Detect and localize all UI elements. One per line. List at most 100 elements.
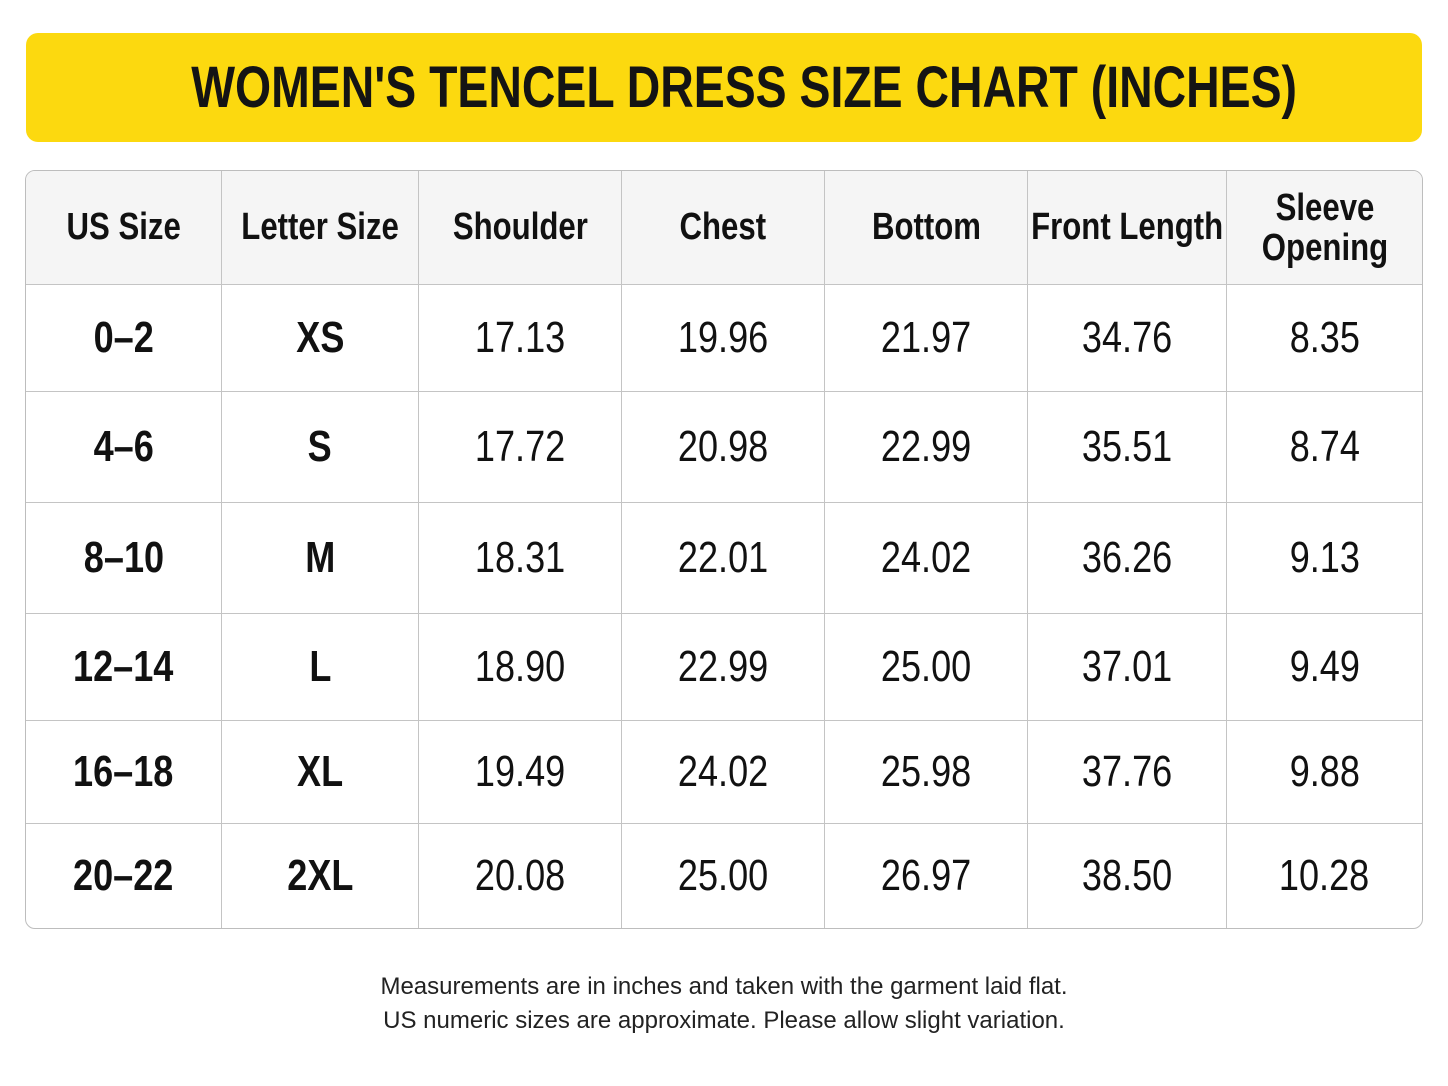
measurement: 37.76 bbox=[1081, 747, 1173, 796]
title-banner: WOMEN'S TENCEL DRESS SIZE CHART (INCHES) bbox=[26, 33, 1422, 142]
footnote: Measurements are in inches and taken wit… bbox=[0, 970, 1448, 1038]
table-cell: 20.98 bbox=[622, 392, 825, 503]
column-header: Chest bbox=[679, 206, 767, 248]
table-cell: Shoulder bbox=[419, 171, 622, 285]
table-cell: 37.76 bbox=[1028, 721, 1227, 824]
measurement: 21.97 bbox=[880, 313, 972, 362]
table-cell: Front Length bbox=[1028, 171, 1227, 285]
measurement: 9.49 bbox=[1289, 642, 1360, 691]
measurement: 9.13 bbox=[1289, 533, 1360, 582]
table-cell: Sleeve Opening bbox=[1227, 171, 1422, 285]
size-label: M bbox=[304, 533, 336, 582]
table-cell: US Size bbox=[26, 171, 222, 285]
size-label: XS bbox=[295, 313, 345, 362]
table-cell: 24.02 bbox=[622, 721, 825, 824]
column-header: Shoulder bbox=[452, 206, 588, 248]
column-header: Sleeve Opening bbox=[1261, 186, 1388, 269]
table-cell: Letter Size bbox=[222, 171, 419, 285]
table-cell: XS bbox=[222, 285, 419, 392]
size-label: 2XL bbox=[286, 851, 354, 900]
table-cell: 19.96 bbox=[622, 285, 825, 392]
size-label: 0–2 bbox=[93, 313, 154, 362]
measurement: 22.01 bbox=[677, 533, 769, 582]
table-cell: 18.90 bbox=[419, 614, 622, 721]
size-label: L bbox=[308, 642, 332, 691]
table-cell: 25.98 bbox=[825, 721, 1028, 824]
footnote-line: US numeric sizes are approximate. Please… bbox=[383, 1007, 1065, 1034]
size-label: XL bbox=[296, 747, 344, 796]
measurement: 22.99 bbox=[880, 422, 972, 471]
table-cell: 38.50 bbox=[1028, 824, 1227, 928]
table-cell: 25.00 bbox=[622, 824, 825, 928]
measurement: 19.49 bbox=[474, 747, 566, 796]
column-header: Letter Size bbox=[241, 206, 399, 248]
table-cell: 26.97 bbox=[825, 824, 1028, 928]
table-cell: 18.31 bbox=[419, 503, 622, 614]
table-cell: 24.02 bbox=[825, 503, 1028, 614]
size-label: S bbox=[307, 422, 333, 471]
measurement: 35.51 bbox=[1081, 422, 1173, 471]
table-cell: 20.08 bbox=[419, 824, 622, 928]
measurement: 8.74 bbox=[1289, 422, 1360, 471]
size-label: 8–10 bbox=[83, 533, 164, 582]
table-cell: 34.76 bbox=[1028, 285, 1227, 392]
measurement: 17.13 bbox=[474, 313, 566, 362]
measurement: 38.50 bbox=[1081, 851, 1173, 900]
table-cell: 19.49 bbox=[419, 721, 622, 824]
table-cell: 22.01 bbox=[622, 503, 825, 614]
measurement: 25.98 bbox=[880, 747, 972, 796]
size-label: 4–6 bbox=[93, 422, 154, 471]
measurement: 22.99 bbox=[677, 642, 769, 691]
measurement: 34.76 bbox=[1081, 313, 1173, 362]
measurement: 9.88 bbox=[1289, 747, 1360, 796]
table-cell: 36.26 bbox=[1028, 503, 1227, 614]
table-cell: XL bbox=[222, 721, 419, 824]
table-cell: 21.97 bbox=[825, 285, 1028, 392]
table-cell: 9.88 bbox=[1227, 721, 1422, 824]
table-cell: 8.74 bbox=[1227, 392, 1422, 503]
measurement: 10.28 bbox=[1279, 851, 1370, 900]
size-label: 12–14 bbox=[73, 642, 174, 691]
column-header: US Size bbox=[66, 206, 181, 248]
table-cell: M bbox=[222, 503, 419, 614]
measurement: 17.72 bbox=[474, 422, 566, 471]
table-cell: 20–22 bbox=[26, 824, 222, 928]
table-cell: 16–18 bbox=[26, 721, 222, 824]
table-cell: 9.49 bbox=[1227, 614, 1422, 721]
size-label: 20–22 bbox=[73, 851, 174, 900]
table-cell: 2XL bbox=[222, 824, 419, 928]
footnote-line: Measurements are in inches and taken wit… bbox=[380, 973, 1068, 1000]
table-cell: S bbox=[222, 392, 419, 503]
measurement: 19.96 bbox=[677, 313, 769, 362]
size-table: US Size Letter Size Shoulder Chest Bottom Fro… bbox=[25, 170, 1423, 929]
table-cell: 17.13 bbox=[419, 285, 622, 392]
column-header: Front Length bbox=[1030, 206, 1224, 248]
column-header: Bottom bbox=[871, 206, 981, 248]
measurement: 20.98 bbox=[677, 422, 769, 471]
table-cell: 25.00 bbox=[825, 614, 1028, 721]
measurement: 24.02 bbox=[677, 747, 769, 796]
table-cell: 10.28 bbox=[1227, 824, 1422, 928]
table-cell: 22.99 bbox=[825, 392, 1028, 503]
table-cell: 9.13 bbox=[1227, 503, 1422, 614]
table-cell: 17.72 bbox=[419, 392, 622, 503]
measurement: 20.08 bbox=[474, 851, 566, 900]
table-cell: 4–6 bbox=[26, 392, 222, 503]
measurement: 26.97 bbox=[880, 851, 972, 900]
size-label: 16–18 bbox=[73, 747, 174, 796]
title: WOMEN'S TENCEL DRESS SIZE CHART (INCHES) bbox=[191, 55, 1297, 120]
measurement: 25.00 bbox=[677, 851, 769, 900]
table-cell: Chest bbox=[622, 171, 825, 285]
table-cell: 12–14 bbox=[26, 614, 222, 721]
table-cell: 0–2 bbox=[26, 285, 222, 392]
table-cell: L bbox=[222, 614, 419, 721]
measurement: 18.90 bbox=[474, 642, 566, 691]
table-cell: 35.51 bbox=[1028, 392, 1227, 503]
measurement: 36.26 bbox=[1081, 533, 1173, 582]
table-cell: 8.35 bbox=[1227, 285, 1422, 392]
measurement: 18.31 bbox=[474, 533, 566, 582]
measurement: 24.02 bbox=[880, 533, 972, 582]
measurement: 37.01 bbox=[1081, 642, 1173, 691]
table-cell: 22.99 bbox=[622, 614, 825, 721]
table-cell: 37.01 bbox=[1028, 614, 1227, 721]
